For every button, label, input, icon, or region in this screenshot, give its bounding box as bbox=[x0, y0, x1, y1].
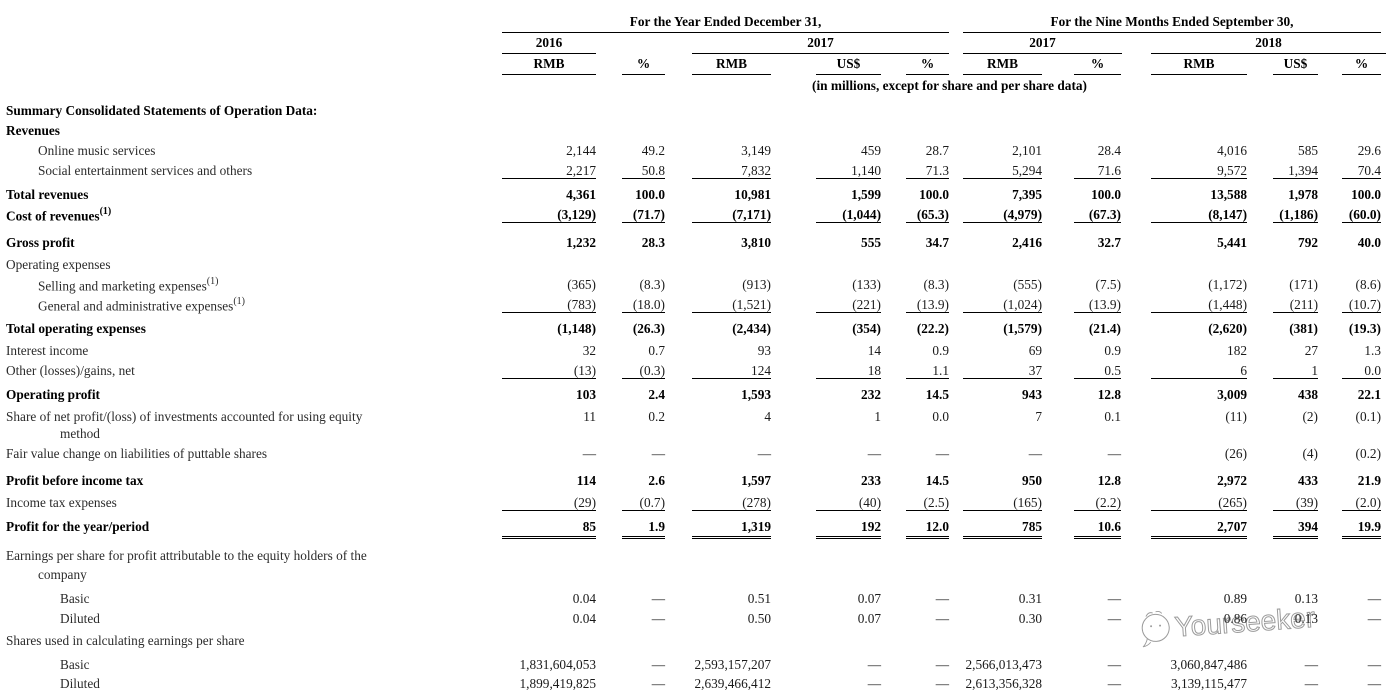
svg-text:Yourseeker: Yourseeker bbox=[1174, 602, 1316, 643]
